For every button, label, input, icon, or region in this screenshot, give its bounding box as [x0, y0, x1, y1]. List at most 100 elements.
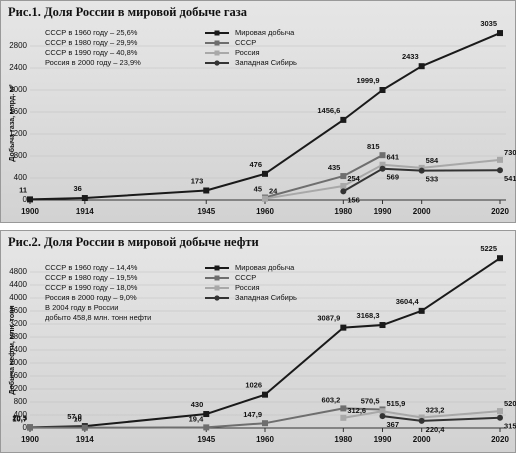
value-label: 45: [254, 185, 262, 194]
value-label: 641: [387, 153, 400, 162]
point: [379, 87, 386, 94]
chart-title: Рис.2. Доля России в мировой добыче нефт…: [8, 235, 259, 249]
legend-label: СССР: [235, 38, 256, 47]
y-tick-label: 800: [14, 397, 28, 406]
value-label: 541: [504, 174, 516, 183]
value-label: 24: [269, 187, 278, 196]
x-tick-label: 1990: [374, 435, 392, 444]
point: [379, 161, 386, 168]
x-tick-label: 1980: [334, 435, 352, 444]
value-label: 730: [504, 148, 516, 157]
point: [418, 63, 425, 70]
legend-marker: [214, 295, 220, 301]
point: [340, 188, 347, 195]
point: [497, 255, 503, 262]
value-label: 147,9: [243, 410, 262, 419]
value-label: 254: [347, 174, 360, 183]
x-tick-label: 1960: [256, 207, 274, 216]
annotation: добыто 458,8 млн. тонн нефти: [45, 313, 151, 322]
y-tick-label: 2800: [9, 332, 27, 341]
x-tick-label: 1914: [76, 207, 94, 216]
value-label: 815: [367, 142, 380, 151]
point: [203, 187, 210, 194]
value-label: 156: [347, 195, 360, 204]
point: [27, 196, 33, 203]
y-tick-label: 2400: [9, 345, 27, 354]
y-tick-label: 2000: [9, 358, 27, 367]
value-label: 569: [387, 173, 400, 182]
point: [340, 414, 347, 421]
point: [340, 324, 347, 331]
value-label: 220,4: [426, 425, 446, 434]
value-label: 323,2: [426, 405, 445, 414]
point: [379, 413, 386, 420]
y-tick-label: 4800: [9, 267, 27, 276]
legend-marker: [214, 275, 220, 281]
value-label: 315: [504, 422, 516, 431]
x-tick-label: 1960: [256, 435, 274, 444]
value-label: 3168,3: [357, 311, 380, 320]
point: [81, 195, 88, 202]
annotation: СССР в 1960 году – 14,4%: [45, 263, 138, 272]
point: [203, 424, 210, 431]
point: [340, 173, 347, 180]
value-label: 515,9: [387, 399, 406, 408]
point: [27, 424, 33, 431]
value-label: 11: [19, 185, 27, 194]
x-tick-label: 2000: [413, 207, 431, 216]
value-label: 173: [191, 176, 204, 185]
legend-label: Западная Сибирь: [235, 293, 297, 302]
point: [497, 156, 503, 163]
value-label: 476: [249, 160, 262, 169]
annotation: Россия в 2000 году – 23,9%: [45, 58, 141, 67]
y-axis-label: Добыча нефти, млн. тонн: [8, 305, 16, 394]
y-tick-label: 4000: [9, 293, 27, 302]
y-tick-label: 3200: [9, 319, 27, 328]
y-tick-label: 0: [23, 195, 28, 204]
x-tick-label: 1945: [197, 435, 215, 444]
x-tick-label: 2020: [491, 435, 509, 444]
series-line: [343, 410, 501, 419]
y-tick-label: 3600: [9, 306, 27, 315]
legend-label: Западная Сибирь: [235, 58, 297, 67]
value-label: 10,7: [12, 415, 27, 424]
annotation: СССР в 1990 году – 18,0%: [45, 283, 138, 292]
value-label: 520: [504, 399, 516, 408]
point: [262, 420, 268, 427]
legend-label: Мировая добыча: [235, 263, 295, 272]
value-label: 2433: [402, 52, 419, 61]
legend-marker: [214, 285, 220, 291]
y-tick-label: 0: [23, 423, 28, 432]
x-tick-label: 1914: [76, 435, 94, 444]
annotation: СССР в 1960 году – 25,6%: [45, 28, 138, 37]
panel: [0, 0, 516, 223]
y-tick-label: 2400: [9, 63, 27, 72]
value-label: 3087,9: [317, 314, 340, 323]
value-label: 57,0: [67, 412, 82, 421]
legend-marker: [214, 50, 220, 56]
y-tick-label: 400: [14, 410, 28, 419]
point: [497, 167, 503, 174]
legend-marker: [214, 30, 220, 36]
panel: [0, 230, 516, 453]
point: [340, 116, 347, 123]
point: [203, 411, 210, 418]
series-line: [29, 407, 383, 429]
value-label: 312,6: [347, 406, 366, 415]
series-line: [29, 32, 501, 201]
value-label: 1999,9: [357, 76, 380, 85]
legend-marker: [214, 60, 220, 66]
y-tick-label: 1200: [9, 384, 27, 393]
point: [418, 414, 425, 421]
point: [497, 30, 503, 37]
point: [379, 165, 386, 172]
y-tick-label: 4400: [9, 280, 27, 289]
value-label: 1026: [245, 381, 262, 390]
x-tick-label: 1900: [21, 207, 39, 216]
value-label: 19,4: [189, 414, 204, 423]
x-tick-label: 2000: [413, 435, 431, 444]
point: [418, 417, 425, 424]
annotation: Россия в 2000 году – 9,0%: [45, 293, 137, 302]
value-label: 1456,6: [317, 106, 340, 115]
point: [262, 195, 268, 202]
